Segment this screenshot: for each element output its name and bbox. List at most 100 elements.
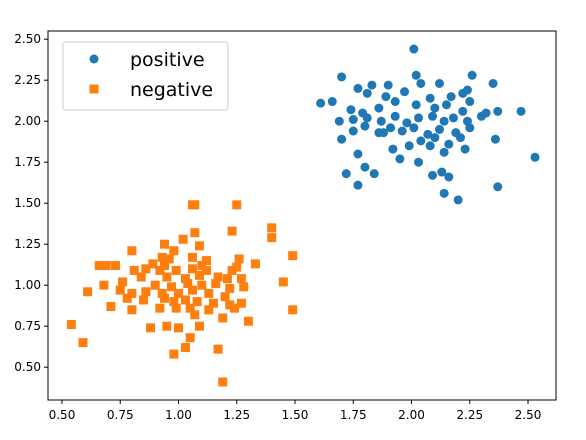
negative-point <box>141 287 151 297</box>
negative-point <box>173 288 183 298</box>
negative-point <box>236 274 246 284</box>
positive-point <box>460 144 470 154</box>
positive-point <box>383 80 393 90</box>
negative-point <box>99 280 109 290</box>
negative-point <box>187 285 197 295</box>
positive-point <box>434 124 444 134</box>
positive-point <box>362 88 372 98</box>
negative-point <box>157 252 167 262</box>
negative-point <box>201 256 211 266</box>
negative-point <box>122 293 132 303</box>
negative-point <box>167 282 177 292</box>
positive-point <box>400 87 410 97</box>
legend-label-positive: positive <box>130 49 205 71</box>
positive-point <box>390 111 400 121</box>
negative-point <box>220 292 230 302</box>
positive-point <box>488 78 498 88</box>
negative-point <box>162 321 172 331</box>
positive-point <box>411 100 421 110</box>
negative-point <box>204 305 214 315</box>
legend-box <box>62 41 229 111</box>
negative-point <box>118 277 128 287</box>
negative-point <box>83 287 93 297</box>
negative-point <box>185 303 195 313</box>
negative-point <box>222 274 232 284</box>
negative-point <box>187 264 197 274</box>
positive-point <box>337 134 347 144</box>
positive-point <box>455 133 465 143</box>
plot-points <box>66 44 540 387</box>
plot-area-frame <box>47 30 557 401</box>
positive-point <box>348 126 358 136</box>
negative-point <box>192 297 202 307</box>
x-tick-label: 1.25 <box>223 408 250 422</box>
negative-point <box>218 377 228 387</box>
positive-point <box>376 116 386 126</box>
x-tick-label: 1.50 <box>282 408 309 422</box>
x-axis: 0.50 0.75 1.00 1.25 1.50 1.75 2.00 2.25 2.50 <box>49 400 541 422</box>
negative-point <box>194 241 204 251</box>
positive-point <box>453 195 463 205</box>
negative-point <box>66 320 76 330</box>
legend-negative-marker <box>89 84 99 94</box>
positive-point <box>439 188 449 198</box>
y-tick-label: 1.50 <box>14 196 41 210</box>
y-axis: 0.50 0.75 1.00 1.25 1.50 1.75 2.00 2.25 2.50 <box>14 32 48 374</box>
positive-point <box>444 172 454 182</box>
negative-point <box>218 313 228 323</box>
positive-point <box>374 103 384 113</box>
negative-point <box>288 305 298 315</box>
negative-point <box>162 272 172 282</box>
positive-point <box>425 141 435 151</box>
negative-point <box>129 265 139 275</box>
negative-point <box>141 264 151 274</box>
positive-point <box>369 169 379 179</box>
negative-point <box>171 265 181 275</box>
negative-point <box>150 280 160 290</box>
positive-point <box>411 70 421 80</box>
negative-point <box>173 323 183 333</box>
negative-point <box>225 300 235 310</box>
positive-point <box>490 134 500 144</box>
negative-point <box>171 303 181 313</box>
positive-point <box>409 123 419 133</box>
positive-point <box>367 80 377 90</box>
negative-point <box>94 261 104 271</box>
negative-point <box>155 303 165 313</box>
positive-point <box>341 169 351 179</box>
negative-point <box>169 297 179 307</box>
positive-point <box>379 128 389 138</box>
negative-point <box>227 226 237 236</box>
positive-point <box>360 121 370 131</box>
positive-point <box>427 111 437 121</box>
negative-point <box>115 285 125 295</box>
negative-point <box>136 272 146 282</box>
positive-point <box>362 113 372 123</box>
negative-point <box>239 282 249 292</box>
positive-point <box>458 88 468 98</box>
x-tick-label: 1.75 <box>340 408 367 422</box>
negative-point <box>178 234 188 244</box>
negative-point <box>185 333 195 343</box>
positive-point <box>353 149 363 159</box>
positive-point <box>414 157 424 167</box>
negative-point <box>194 270 204 280</box>
y-tick-label: 2.25 <box>14 73 41 87</box>
negative-point <box>106 302 116 312</box>
positive-point <box>434 78 444 88</box>
positive-point <box>348 115 358 125</box>
y-tick-label: 2.50 <box>14 32 41 46</box>
positive-point <box>476 111 486 121</box>
positive-point <box>386 123 396 133</box>
negative-point <box>204 288 214 298</box>
positive-point <box>441 100 451 110</box>
negative-point <box>127 246 137 256</box>
negative-point <box>180 274 190 284</box>
negative-point <box>180 343 190 353</box>
negative-point <box>250 259 260 269</box>
negative-point <box>225 283 235 293</box>
positive-point <box>423 129 433 139</box>
negative-point <box>229 303 239 313</box>
negative-point <box>187 252 197 262</box>
